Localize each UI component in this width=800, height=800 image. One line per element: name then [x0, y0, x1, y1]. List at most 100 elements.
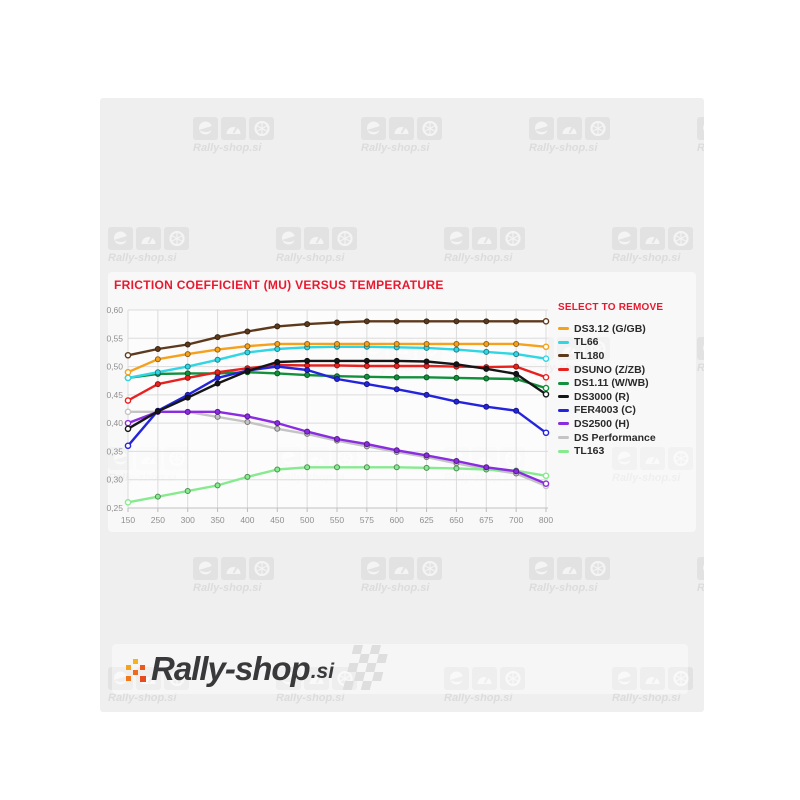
- legend-item-ds-performance[interactable]: DS Performance: [558, 431, 700, 445]
- data-point-tl163: [214, 482, 221, 489]
- watermark-text: Rally-shop.si: [361, 582, 430, 594]
- watermark-icon: [332, 227, 357, 250]
- data-point-ds3-12-g-gb: [423, 340, 430, 347]
- data-point-fer4003-c: [393, 386, 400, 393]
- data-point-ds3000-r: [393, 357, 400, 364]
- watermark-text: Rally-shop.si: [193, 142, 262, 154]
- data-point-ds3-12-g-gb: [154, 356, 161, 363]
- data-point-fer4003-c: [304, 366, 311, 373]
- legend-item-ds2500-h[interactable]: DS2500 (H): [558, 417, 700, 431]
- watermark-text: Rally-shop.si: [361, 142, 430, 154]
- data-point-tl180: [304, 321, 311, 328]
- series-tl180: [124, 318, 550, 359]
- legend-label: FER4003 (C): [574, 404, 636, 417]
- data-point-ds2500-h: [393, 447, 400, 454]
- legend-item-tl163[interactable]: TL163: [558, 444, 700, 458]
- watermark-text: Rally-shop.si: [276, 692, 345, 704]
- legend-label: DS3.12 (G/GB): [574, 322, 646, 335]
- data-point-fer4003-c: [214, 374, 221, 381]
- data-point-tl163: [184, 488, 191, 495]
- legend-label: DS3000 (R): [574, 390, 630, 403]
- legend-swatch-dsuno-z-zb: [558, 368, 569, 372]
- checkered-flag-pattern: [342, 645, 388, 690]
- data-point-ds1-11-w-wb: [304, 372, 311, 379]
- legend-item-ds3000-r[interactable]: DS3000 (R): [558, 390, 700, 404]
- data-point-ds3-12-g-gb: [124, 368, 132, 376]
- data-point-dsuno-z-zb: [214, 369, 221, 376]
- data-point-ds3-12-g-gb: [334, 340, 340, 347]
- footer-logo[interactable]: Rally-shop .si: [126, 651, 334, 687]
- data-point-ds3-12-g-gb: [214, 346, 221, 353]
- watermark-icon: [612, 667, 637, 690]
- watermark-icon: [500, 227, 525, 250]
- x-tick-label: 600: [390, 515, 404, 525]
- data-point-tl163: [124, 499, 132, 506]
- legend-item-ds3-12-g-gb[interactable]: DS3.12 (G/GB): [558, 322, 700, 336]
- data-point-ds3000-r: [513, 370, 520, 377]
- content-panel: Rally-shop.si Rally-shop.si Rally-shop.si R…: [100, 98, 704, 712]
- data-point-ds-performance: [274, 425, 281, 432]
- data-point-fer4003-c: [483, 403, 490, 410]
- legend-items: DS3.12 (G/GB) TL66 TL180 DSUNO (Z/ZB) DS1.11…: [558, 322, 700, 458]
- data-point-tl66: [244, 349, 251, 356]
- data-point-tl163: [453, 465, 460, 472]
- legend-item-tl66[interactable]: TL66: [558, 336, 700, 350]
- data-point-tl163: [542, 472, 550, 480]
- data-point-fer4003-c: [542, 429, 550, 437]
- data-point-ds1-11-w-wb: [453, 374, 460, 381]
- data-point-ds3-12-g-gb: [184, 351, 191, 358]
- watermark-icon: [697, 117, 704, 140]
- data-point-ds1-11-w-wb: [393, 374, 400, 381]
- watermark-icon: [417, 117, 442, 140]
- rally-shop-watermark: Rally-shop.si: [193, 557, 277, 594]
- data-point-ds3000-r: [363, 357, 370, 364]
- data-point-tl66: [483, 348, 490, 355]
- data-point-tl163: [393, 464, 400, 471]
- data-point-tl180: [124, 351, 132, 359]
- y-tick-label: 0,40: [106, 418, 123, 428]
- rally-shop-watermark: Rally-shop.si: [444, 227, 528, 264]
- data-point-tl180: [154, 346, 161, 353]
- watermark-icon: [557, 117, 582, 140]
- watermark-icon: [389, 117, 414, 140]
- watermark-icon: [640, 227, 665, 250]
- watermark-icon: [557, 557, 582, 580]
- data-point-tl180: [363, 318, 370, 325]
- x-tick-label: 800: [539, 515, 553, 525]
- y-tick-label: 0,30: [106, 475, 123, 485]
- data-point-ds3000-r: [214, 380, 221, 387]
- data-point-tl180: [542, 318, 550, 325]
- x-tick-label: 675: [479, 515, 493, 525]
- data-point-ds3-12-g-gb: [363, 340, 370, 347]
- watermark-text: Rally-shop.si: [529, 582, 598, 594]
- data-point-ds3-12-g-gb: [483, 340, 490, 347]
- legend-item-dsuno-z-zb[interactable]: DSUNO (Z/ZB): [558, 363, 700, 377]
- legend-item-ds1-11-w-wb[interactable]: DS1.11 (W/WB): [558, 376, 700, 390]
- x-tick-label: 300: [181, 515, 195, 525]
- data-point-dsuno-z-zb: [363, 363, 370, 370]
- watermark-icon: [472, 227, 497, 250]
- y-tick-label: 0,35: [106, 446, 123, 456]
- friction-temperature-chart: 0,60 0,55 0,50 0,45 0,40 0,35 0,30 0,25 150 250 30…: [106, 305, 553, 525]
- legend-item-fer4003-c[interactable]: FER4003 (C): [558, 404, 700, 418]
- legend-label: TL180: [574, 349, 605, 362]
- data-point-ds3000-r: [124, 425, 132, 433]
- watermark-icon: [585, 557, 610, 580]
- legend-label: TL163: [574, 445, 605, 458]
- watermark-icon: [361, 117, 386, 140]
- data-point-tl163: [334, 464, 340, 471]
- rally-shop-watermark: Rally-shop.si: [361, 117, 445, 154]
- data-point-tl163: [154, 493, 161, 500]
- data-point-ds3000-r: [274, 359, 281, 366]
- footer-banner: Rally-shop .si: [112, 644, 688, 694]
- watermark-icon: [417, 557, 442, 580]
- series-ds2500-h: [124, 408, 550, 487]
- data-point-tl66: [124, 374, 132, 382]
- rally-shop-watermark: Rally-shop.si: [529, 557, 613, 594]
- legend-item-tl180[interactable]: TL180: [558, 349, 700, 363]
- watermark-icon: [276, 667, 301, 690]
- x-tick-label: 150: [121, 515, 135, 525]
- watermark-icon: [585, 117, 610, 140]
- data-point-ds1-11-w-wb: [274, 370, 281, 377]
